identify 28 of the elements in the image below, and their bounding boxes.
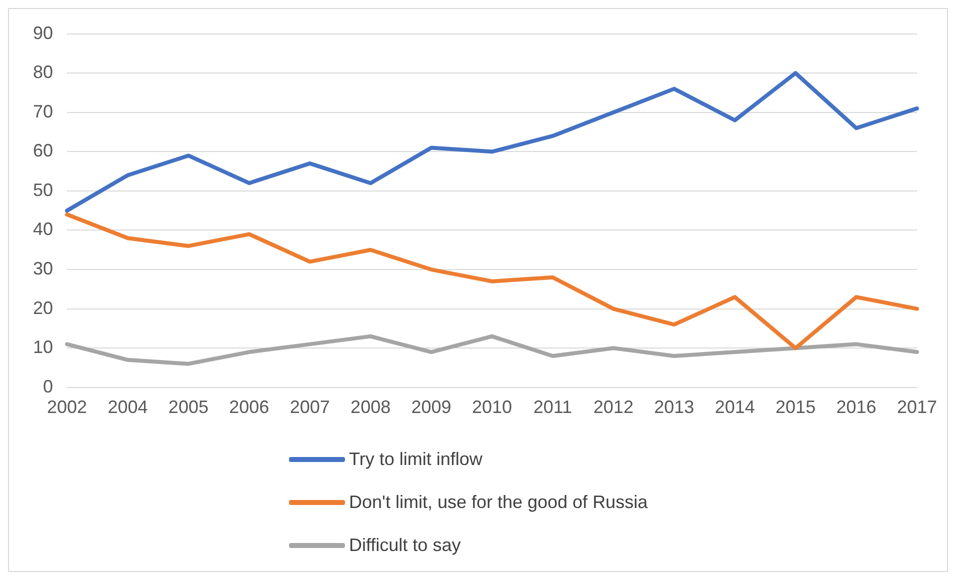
x-tick-label: 2014 bbox=[714, 397, 755, 418]
x-tick-label: 2016 bbox=[836, 397, 876, 418]
y-tick-label: 70 bbox=[32, 101, 54, 122]
y-tick-label: 90 bbox=[32, 22, 54, 43]
x-tick-label: 2011 bbox=[533, 397, 572, 418]
y-tick-label: 10 bbox=[32, 337, 54, 358]
y-tick-label: 0 bbox=[43, 376, 54, 396]
x-tick-label: 2007 bbox=[290, 397, 330, 418]
x-tick-label: 2010 bbox=[472, 397, 512, 418]
y-tick-label: 20 bbox=[32, 298, 54, 318]
x-tick-label: 2004 bbox=[108, 397, 148, 418]
x-tick-label: 2012 bbox=[593, 397, 634, 418]
y-tick-label: 50 bbox=[32, 180, 54, 200]
x-tick-label: 2009 bbox=[411, 397, 452, 418]
x-tick-label: 2015 bbox=[776, 397, 816, 418]
legend-label: Try to limit inflow bbox=[349, 449, 482, 470]
y-tick-label: 60 bbox=[32, 140, 54, 161]
x-tick-label: 2002 bbox=[47, 397, 88, 418]
x-tick-label: 2008 bbox=[350, 397, 391, 418]
y-tick-label: 40 bbox=[32, 219, 54, 240]
legend-label: Difficult to say bbox=[349, 535, 461, 556]
y-tick-label: 30 bbox=[32, 258, 54, 278]
y-tick-label: 80 bbox=[32, 62, 54, 82]
x-tick-label: 2006 bbox=[229, 397, 270, 418]
x-tick-label: 2005 bbox=[168, 397, 208, 418]
legend-label: Don't limit, use for the good of Russia bbox=[349, 492, 648, 513]
x-tick-label: 2017 bbox=[896, 397, 937, 418]
x-tick-label: 2013 bbox=[654, 397, 694, 418]
